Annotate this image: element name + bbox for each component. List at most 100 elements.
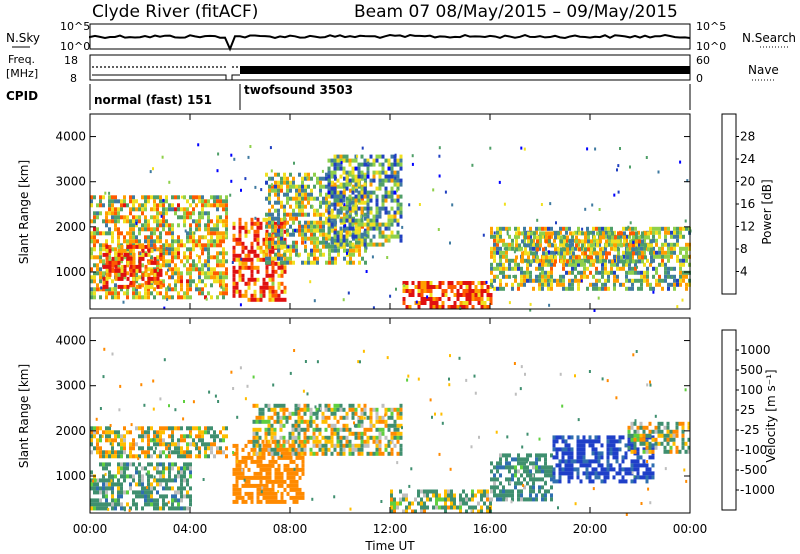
heatmap-cell xyxy=(490,254,493,259)
heatmap-cell xyxy=(270,407,274,412)
heatmap-cell xyxy=(361,146,364,150)
heatmap-cell xyxy=(679,230,682,235)
heatmap-cell xyxy=(162,498,165,503)
heatmap-cell xyxy=(261,439,265,444)
heatmap-cell xyxy=(186,215,189,220)
heatmap-cell xyxy=(271,184,274,189)
heatmap-cell xyxy=(153,268,157,273)
heatmap-cell xyxy=(183,223,186,228)
heatmap-cell xyxy=(357,403,361,408)
heatmap-cell xyxy=(114,247,117,252)
heatmap-cell xyxy=(636,459,640,464)
heatmap-cell xyxy=(93,227,96,232)
heatmap-cell xyxy=(573,467,577,472)
heatmap-cell xyxy=(642,475,646,480)
heatmap-cell xyxy=(277,479,281,484)
heatmap-cell xyxy=(149,170,152,174)
heatmap-cell xyxy=(619,266,622,271)
heatmap-cell xyxy=(417,301,421,305)
heatmap-cell xyxy=(598,286,601,291)
heatmap-cell xyxy=(171,506,174,511)
heatmap-cell xyxy=(613,270,616,275)
heatmap-cell xyxy=(387,218,391,223)
heatmap-cell xyxy=(631,254,634,259)
heatmap-cell xyxy=(297,451,301,456)
heatmap-cell xyxy=(111,247,114,252)
heatmap-cell xyxy=(584,231,587,236)
heatmap-cell xyxy=(630,479,634,484)
heatmap-cell xyxy=(286,176,289,181)
heatmap-cell xyxy=(660,429,664,434)
heatmap-cell xyxy=(607,242,610,247)
heatmap-cell xyxy=(291,411,295,416)
heatmap-cell xyxy=(189,231,192,236)
heatmap-cell xyxy=(216,295,219,300)
heatmap-cell xyxy=(177,203,180,208)
heatmap-cell xyxy=(303,427,307,432)
heatmap-cell xyxy=(117,219,120,224)
heatmap-cell xyxy=(588,439,592,444)
heatmap-cell xyxy=(363,431,367,436)
heatmap-cell xyxy=(186,295,189,300)
heatmap-cell xyxy=(564,459,568,464)
heatmap-cell xyxy=(606,439,610,444)
heatmap-cell xyxy=(93,478,96,483)
heatmap-cell xyxy=(268,196,271,201)
heatmap-cell xyxy=(259,499,263,504)
heatmap-cell xyxy=(578,259,581,264)
heatmap-cell xyxy=(538,457,541,462)
heatmap-cell xyxy=(244,459,248,464)
heatmap-cell xyxy=(567,451,571,456)
heatmap-cell xyxy=(183,462,186,467)
heatmap-cell xyxy=(548,255,551,260)
heatmap-cell xyxy=(590,243,593,248)
heatmap-cell xyxy=(213,438,216,443)
heatmap-cell xyxy=(321,415,325,420)
heatmap-cell xyxy=(153,276,157,281)
heatmap-cell xyxy=(310,204,313,209)
heatmap-cell xyxy=(312,411,316,416)
heatmap-cell xyxy=(633,449,637,454)
heatmap-cell xyxy=(480,509,483,514)
heatmap-cell xyxy=(444,509,447,514)
heatmap-cell xyxy=(117,276,121,281)
heatmap-cell xyxy=(540,203,543,206)
heatmap-cell xyxy=(210,227,213,232)
heatmap-cell xyxy=(587,259,590,264)
heatmap-cell xyxy=(318,403,322,408)
heatmap-cell xyxy=(250,261,254,266)
heatmap-cell xyxy=(219,275,222,280)
heatmap-cell xyxy=(267,427,271,432)
heatmap-cell xyxy=(114,430,117,435)
heatmap-cell xyxy=(201,211,204,216)
heatmap-cell xyxy=(408,289,412,293)
heatmap-cell xyxy=(502,286,505,291)
heatmap-cell xyxy=(405,505,408,510)
heatmap-cell xyxy=(292,483,296,488)
heatmap-cell xyxy=(679,258,682,263)
heatmap-cell xyxy=(298,200,301,205)
heatmap-cell xyxy=(429,285,433,289)
heatmap-cell xyxy=(313,256,316,261)
heatmap-cell xyxy=(544,226,547,231)
heatmap-cell xyxy=(220,285,223,289)
heatmap-cell xyxy=(360,170,364,175)
heatmap-cell xyxy=(584,235,587,240)
heatmap-cell xyxy=(253,249,257,254)
heatmap-cell xyxy=(375,407,379,412)
heatmap-cell xyxy=(153,498,156,503)
heatmap-cell xyxy=(378,170,382,175)
heatmap-cell xyxy=(192,243,195,248)
heatmap-cell xyxy=(566,243,569,248)
heatmap-cell xyxy=(324,403,328,408)
heatmap-cell xyxy=(295,212,298,217)
heatmap-cell xyxy=(247,479,251,484)
heatmap-cell xyxy=(570,475,574,480)
heatmap-cell xyxy=(286,467,290,472)
heatmap-cell xyxy=(273,447,277,452)
heatmap-cell xyxy=(597,471,601,476)
heatmap-cell xyxy=(222,287,225,292)
heatmap-cell xyxy=(552,455,556,460)
heatmap-cell xyxy=(114,506,117,511)
heatmap-cell xyxy=(168,207,171,212)
